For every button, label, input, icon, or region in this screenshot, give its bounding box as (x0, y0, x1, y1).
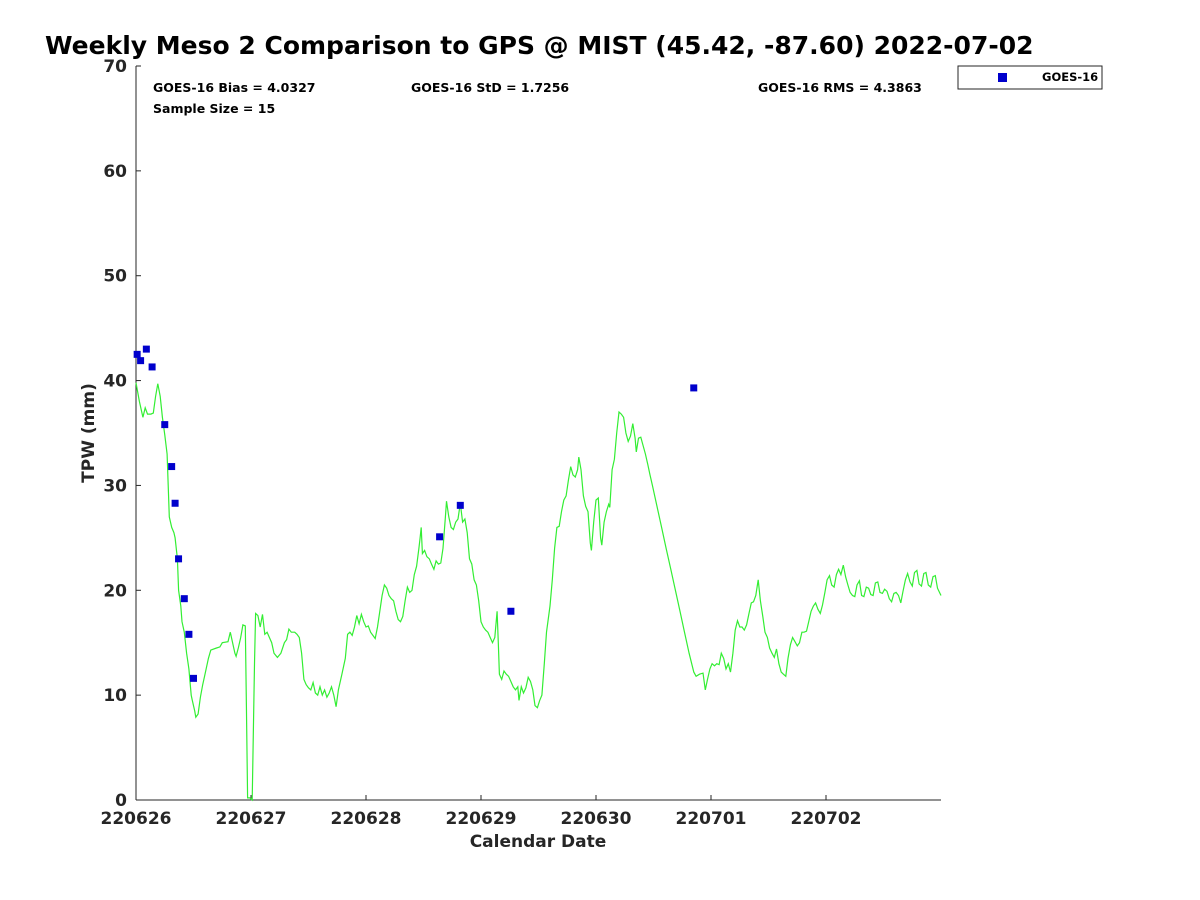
y-tick-label: 40 (103, 372, 127, 392)
goes16-point (175, 555, 183, 563)
legend-marker-goes16 (998, 73, 1007, 82)
sample-size-stat: Sample Size = 15 (153, 101, 275, 116)
chart-title: Weekly Meso 2 Comparison to GPS @ MIST (… (45, 31, 1034, 60)
x-tick-label: 220628 (331, 809, 402, 829)
goes16-point (133, 350, 141, 358)
goes16-point (185, 630, 193, 638)
x-tick-label: 220626 (101, 809, 172, 829)
goes16-point (456, 501, 464, 509)
goes16-point (168, 463, 176, 471)
x-tick-label: 220702 (791, 809, 862, 829)
goes16-point (142, 345, 150, 353)
goes16-point (436, 533, 444, 541)
y-tick-label: 70 (103, 57, 127, 77)
legend: GOES-16 (957, 65, 1103, 90)
rms-stat: GOES-16 RMS = 4.3863 (758, 80, 922, 95)
x-tick-label: 220629 (446, 809, 517, 829)
y-ticks: 0 10 20 30 40 50 60 70 (103, 57, 141, 811)
goes16-point (137, 357, 145, 365)
x-ticks: 220626 220627 220628 220629 220630 220701 2207… (101, 795, 862, 829)
goes16-point (161, 421, 169, 429)
y-axis-label: TPW (mm) (79, 383, 99, 483)
y-tick-label: 50 (103, 267, 127, 287)
x-axis-label: Calendar Date (470, 832, 607, 852)
y-tick-label: 0 (115, 791, 127, 811)
x-tick-label: 220627 (216, 809, 287, 829)
goes16-point (190, 674, 197, 682)
y-tick-label: 30 (103, 476, 127, 496)
x-tick-label: 220630 (561, 809, 632, 829)
x-tick-label: 220701 (676, 809, 747, 829)
y-tick-label: 10 (103, 686, 127, 706)
legend-box (957, 65, 1103, 90)
goes16-point (171, 499, 179, 507)
plot-area (133, 345, 942, 802)
std-stat: GOES-16 StD = 1.7256 (411, 80, 569, 95)
goes16-point (180, 595, 188, 603)
y-tick-label: 60 (103, 162, 127, 182)
goes16-point (690, 384, 698, 392)
y-tick-label: 20 (103, 581, 127, 601)
goes16-point (507, 607, 515, 615)
gps-line (135, 382, 942, 802)
legend-label-goes16: GOES-16 (1042, 70, 1098, 84)
bias-stat: GOES-16 Bias = 4.0327 (153, 80, 315, 95)
goes16-point (148, 363, 156, 371)
